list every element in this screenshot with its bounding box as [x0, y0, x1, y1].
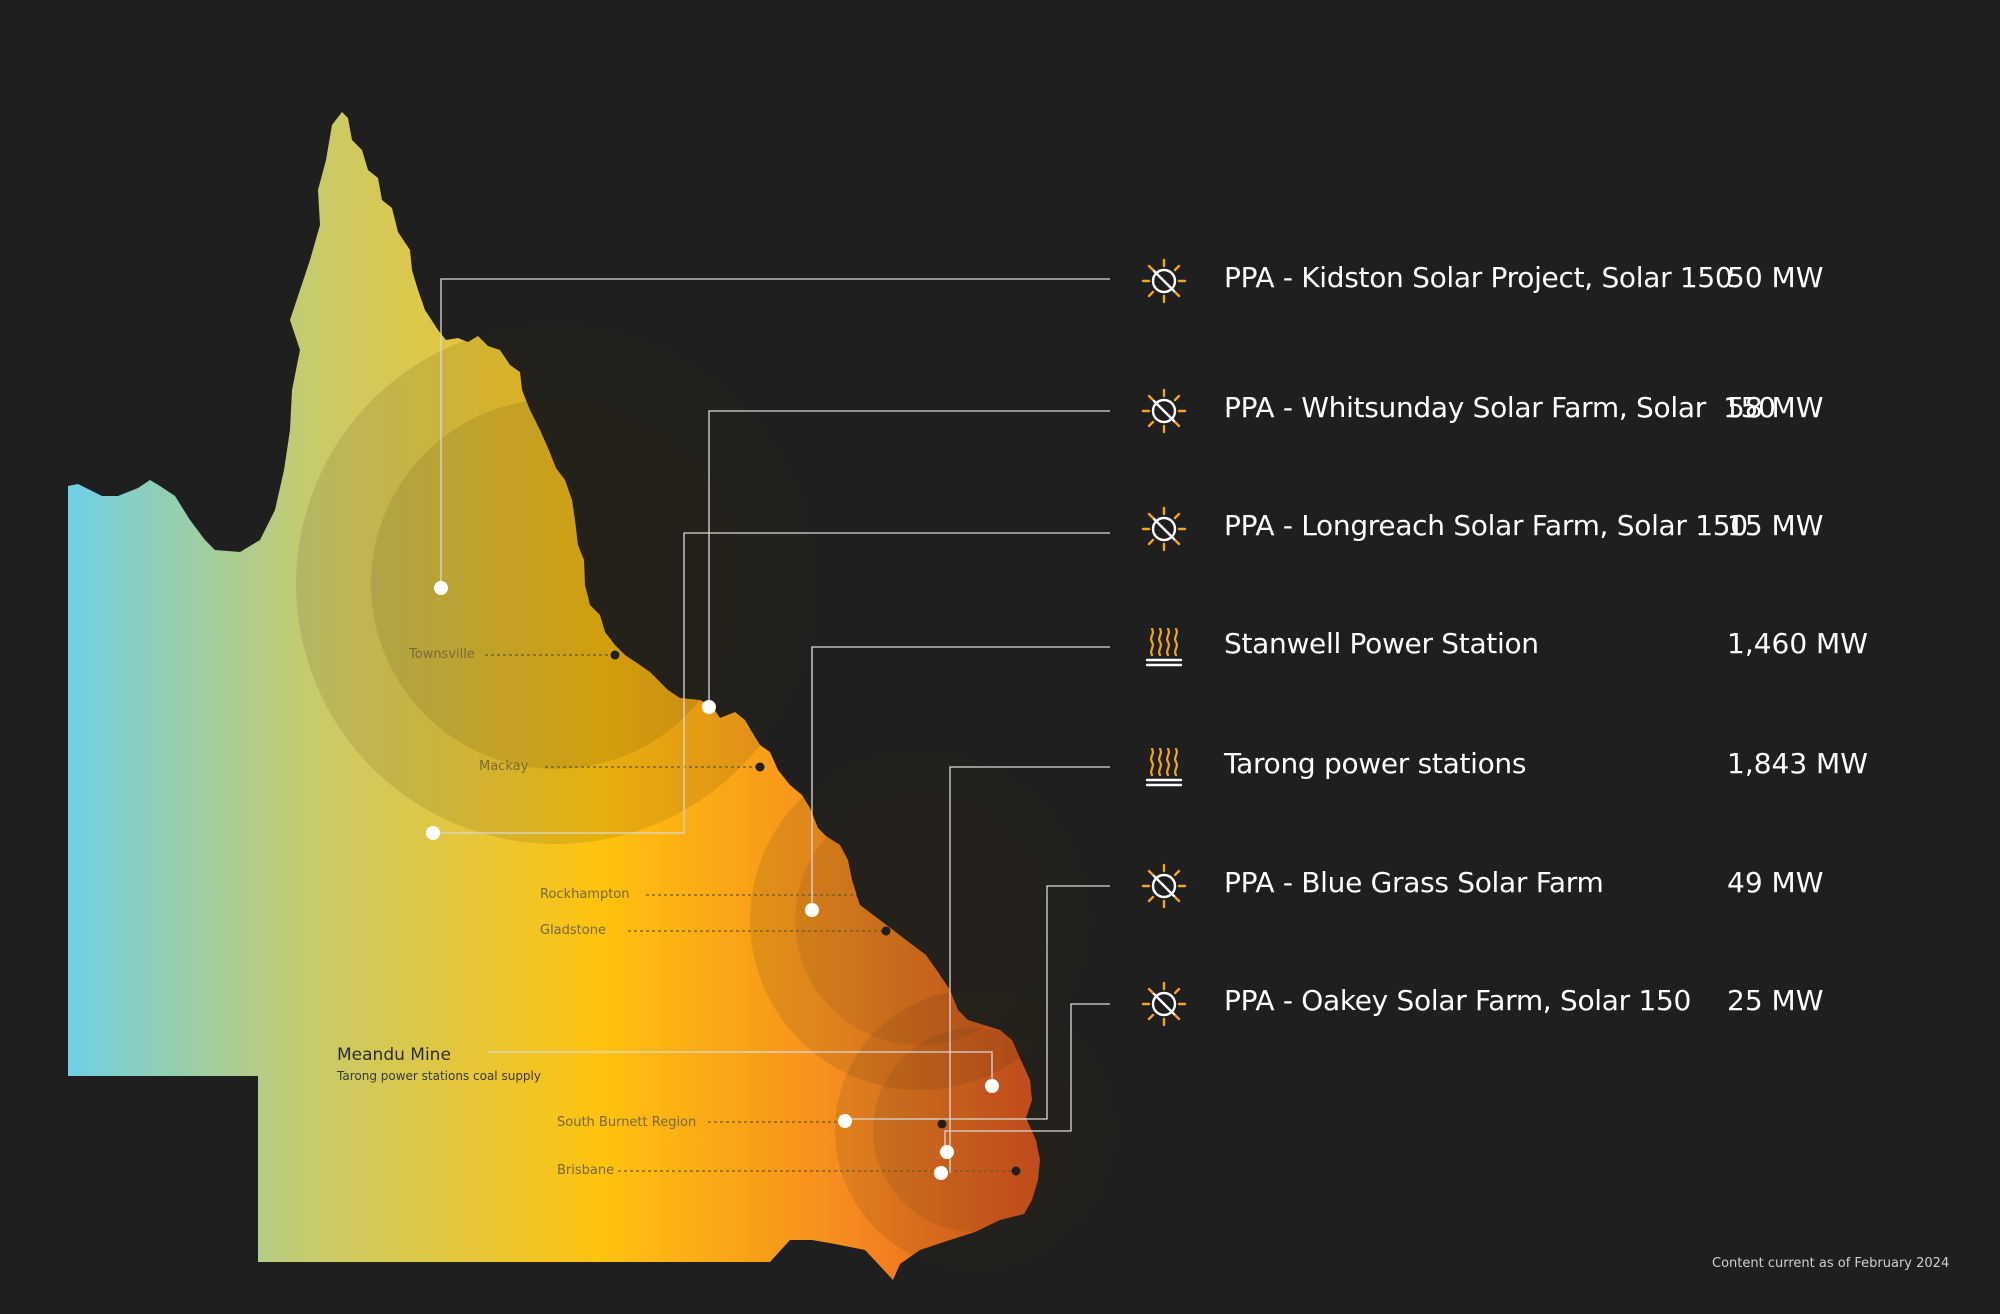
city-label-gladstone: Gladstone — [540, 923, 606, 938]
mine-sublabel: Tarong power stations coal supply — [336, 1069, 541, 1083]
leader-longreach — [433, 532, 1110, 834]
coverage-circle-kidston-outer — [296, 324, 816, 844]
site-marker-stanwell[interactable] — [805, 903, 819, 917]
legend-value: 25 MW — [1727, 984, 1824, 1017]
legend-value: 15 MW — [1727, 509, 1824, 542]
legend-value: 50 MW — [1727, 261, 1824, 294]
solar-icon — [1141, 506, 1187, 552]
legend-label: Tarong power stations — [1224, 747, 1527, 780]
site-markers — [426, 581, 999, 1180]
solar-icon — [1141, 981, 1187, 1027]
thermal-icon — [1145, 747, 1183, 787]
legend-row-longreach[interactable]: PPA - Longreach Solar Farm, Solar 150 15… — [1120, 499, 1980, 559]
city-label-townsville: Townsville — [408, 647, 475, 662]
leader-stanwell — [811, 646, 1110, 910]
leader-whitsunday — [708, 410, 1110, 707]
rockhampton-dot — [856, 890, 866, 900]
coverage-circle-south-outer — [835, 990, 1115, 1270]
leader-kidston — [440, 278, 1110, 588]
leader-blue-grass — [845, 885, 1110, 1120]
city-label-brisbane: Brisbane — [557, 1163, 614, 1178]
city-label-south-burnett: South Burnett Region — [557, 1115, 696, 1130]
site-marker-blue-grass[interactable] — [838, 1114, 852, 1128]
legend-row-kidston[interactable]: PPA - Kidston Solar Project, Solar 150 5… — [1120, 251, 1980, 311]
mine-label: Meandu Mine — [337, 1045, 451, 1065]
solar-icon — [1141, 388, 1187, 434]
legend-value: 58 MW — [1727, 391, 1824, 424]
legend-label: Stanwell Power Station — [1224, 627, 1539, 660]
footnote: Content current as of February 2024 — [1712, 1256, 1950, 1271]
solar-icon — [1141, 863, 1187, 909]
leader-oakey — [944, 1003, 1110, 1152]
site-marker-tarong[interactable] — [934, 1166, 948, 1180]
coverage-circle-stanwell-inner — [795, 795, 1045, 1045]
legend-row-blue-grass[interactable]: PPA - Blue Grass Solar Farm 49 MW — [1120, 856, 1980, 916]
city-label-mackay: Mackay — [479, 759, 529, 774]
site-marker-kidston[interactable] — [434, 581, 448, 595]
solar-icon — [1141, 258, 1187, 304]
city-label-rockhampton: Rockhampton — [540, 887, 630, 902]
site-marker-whitsunday[interactable] — [702, 700, 716, 714]
site-marker-oakey[interactable] — [940, 1145, 954, 1159]
legend-value: 1,460 MW — [1727, 627, 1868, 660]
legend-row-tarong[interactable]: Tarong power stations 1,843 MW — [1120, 737, 1980, 797]
brisbane-dot — [1011, 1166, 1021, 1176]
townsville-dot — [610, 650, 620, 660]
mackay-dot — [755, 762, 765, 772]
coverage-circle-kidston-inner — [371, 399, 741, 769]
legend-row-whitsunday[interactable]: PPA - Whitsunday Solar Farm, Solar 150 5… — [1120, 381, 1980, 441]
legend-label: PPA - Blue Grass Solar Farm — [1224, 866, 1604, 899]
queensland-landmass — [68, 112, 1040, 1280]
leader-meandu-mine — [488, 1051, 993, 1086]
leader-lines — [433, 278, 1110, 1173]
south-burnett-dot — [937, 1119, 947, 1129]
coverage-circle-stanwell-outer — [750, 750, 1090, 1090]
site-marker-longreach[interactable] — [426, 826, 440, 840]
legend-value: 49 MW — [1727, 866, 1824, 899]
legend-label: PPA - Oakey Solar Farm, Solar 150 — [1224, 984, 1691, 1017]
legend-value: 1,843 MW — [1727, 747, 1868, 780]
site-marker-meandu-mine[interactable] — [985, 1079, 999, 1093]
legend-row-oakey[interactable]: PPA - Oakey Solar Farm, Solar 150 25 MW — [1120, 974, 1980, 1034]
thermal-icon — [1145, 627, 1183, 667]
gladstone-dot — [881, 926, 891, 936]
legend-label: PPA - Kidston Solar Project, Solar 150 — [1224, 261, 1733, 294]
legend-label: PPA - Whitsunday Solar Farm, Solar 150 — [1224, 391, 1776, 424]
coverage-circle-south-inner — [873, 1028, 1077, 1232]
legend-row-stanwell[interactable]: Stanwell Power Station 1,460 MW — [1120, 617, 1980, 677]
leader-tarong — [949, 766, 1110, 1173]
legend-label: PPA - Longreach Solar Farm, Solar 150 — [1224, 509, 1748, 542]
